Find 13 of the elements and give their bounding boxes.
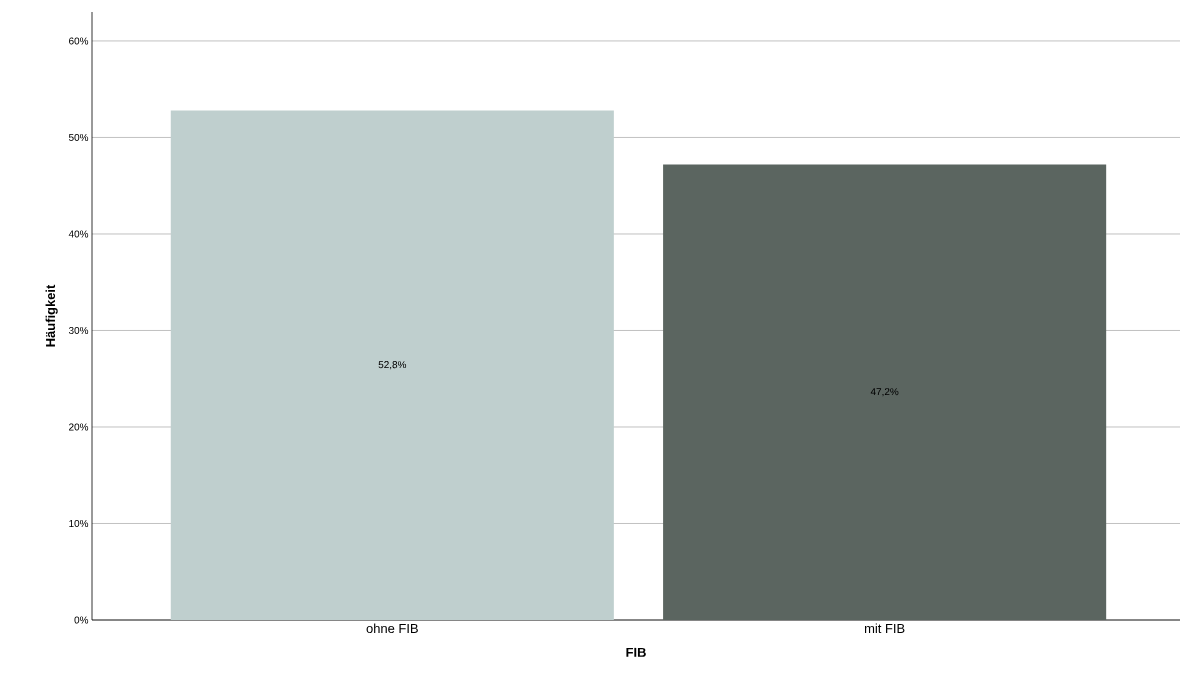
y-tick-label: 40% (68, 230, 89, 238)
y-tick-label: 30% (68, 326, 89, 334)
x-axis-title: FIB (626, 647, 646, 657)
y-tick-label: 20% (69, 423, 89, 431)
y-tick-label: 50% (68, 133, 89, 141)
y-axis-title: Häufigkeit (45, 284, 58, 347)
data-label: 47,2% (870, 388, 899, 397)
x-tick-label: ohne FIB (366, 623, 418, 634)
x-tick-label: mit FIB (864, 623, 905, 633)
y-tick-label: 10% (69, 519, 89, 528)
y-tick-label: 0% (74, 616, 89, 624)
data-label: 52,8% (378, 361, 407, 370)
y-tick-label: 60% (69, 37, 89, 45)
